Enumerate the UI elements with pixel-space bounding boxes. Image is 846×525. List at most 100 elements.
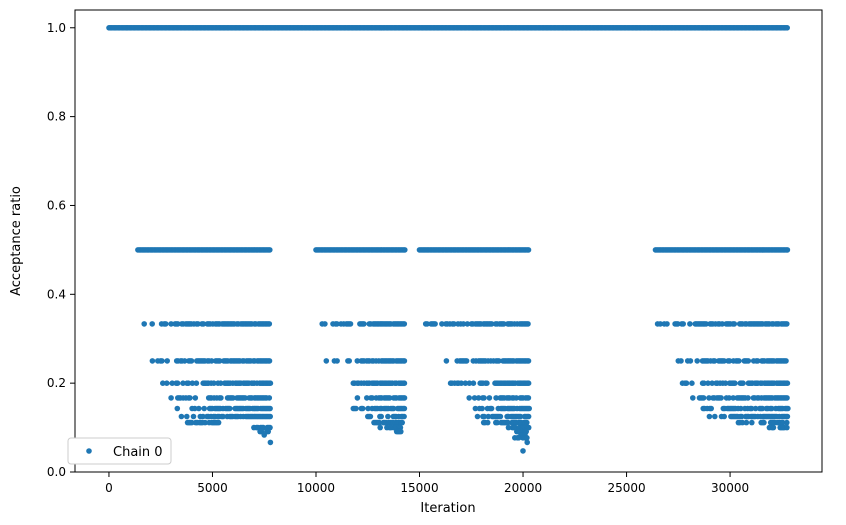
y-tick-label: 0.0 [47,465,66,479]
data-point [705,380,711,387]
data-point [784,380,791,387]
data-point [149,321,155,327]
data-point [460,321,467,327]
data-point [745,395,751,401]
data-point [188,358,195,364]
data-point [740,380,746,387]
data-point [174,405,181,412]
data-point [466,395,473,401]
data-point [748,405,755,412]
data-point [501,321,507,327]
data-point [187,395,193,401]
data-point [712,413,718,420]
data-point [484,419,491,426]
data-point [365,405,371,412]
data-point [242,395,248,401]
data-point [785,405,791,412]
data-point [721,413,727,420]
data-point [726,395,732,401]
data-point [711,358,718,364]
data-point [180,380,186,387]
data-point [517,413,524,420]
data-point [267,439,274,446]
data-point [265,428,272,435]
x-tick-label: 5000 [197,481,228,495]
data-point [472,405,479,412]
data-point [359,405,366,412]
y-tick-label: 0.6 [47,198,66,212]
data-point [266,395,273,401]
data-point [708,405,714,412]
data-point [470,380,477,387]
plot-frame [74,9,823,473]
data-point [192,405,198,412]
x-tick-label: 0 [105,481,113,495]
data-point [494,419,501,426]
data-point [267,413,274,420]
data-point [749,419,755,426]
data-point [485,413,492,420]
data-point [401,405,408,412]
data-point [664,321,670,327]
data-point [181,358,188,364]
legend-marker-chain-0 [86,448,92,454]
data-point [367,413,374,420]
data-point [184,413,190,420]
data-point [784,419,790,426]
data-point [479,405,485,412]
data-point [220,413,226,420]
data-point [174,380,181,387]
data-point [347,321,354,327]
data-point [700,395,707,401]
data-point [784,247,791,253]
data-point [164,380,170,387]
data-point [739,419,746,426]
x-tick-label: 10000 [297,481,335,495]
data-point [401,413,407,420]
data-point [398,428,404,435]
data-point [168,321,174,327]
data-point [266,358,273,364]
x-tick-label: 20000 [504,481,542,495]
data-point [439,321,445,327]
data-point [401,358,408,364]
data-point [164,358,170,364]
data-point [780,419,786,426]
data-point [730,395,736,401]
data-point [217,380,224,387]
legend: Chain 0 [67,437,172,465]
data-point [466,380,473,387]
data-point [189,380,196,387]
data-point [759,405,766,412]
data-point [200,413,206,420]
data-point [738,405,744,412]
data-point [192,395,199,401]
data-point [736,358,742,364]
data-point [261,432,268,438]
data-point [784,395,790,401]
data-point [334,358,340,364]
data-point [354,358,361,364]
data-point [513,395,520,401]
data-point [526,405,532,412]
legend-box [67,437,172,465]
data-point [731,321,738,327]
data-point [169,380,175,387]
y-tick-label: 1.0 [47,21,66,35]
data-point [201,405,207,412]
x-tick-label: 30000 [711,481,749,495]
legend-entry-chain-0: Chain 0 [113,445,163,460]
data-point [769,405,775,412]
data-point [784,321,790,327]
data-point [211,380,217,387]
data-point [754,358,761,364]
data-point [451,321,457,327]
data-point [488,321,495,327]
data-point [377,424,384,431]
data-point [525,395,532,401]
data-point [719,321,725,327]
data-point [369,395,376,401]
data-point [689,380,695,387]
data-point [196,405,202,412]
